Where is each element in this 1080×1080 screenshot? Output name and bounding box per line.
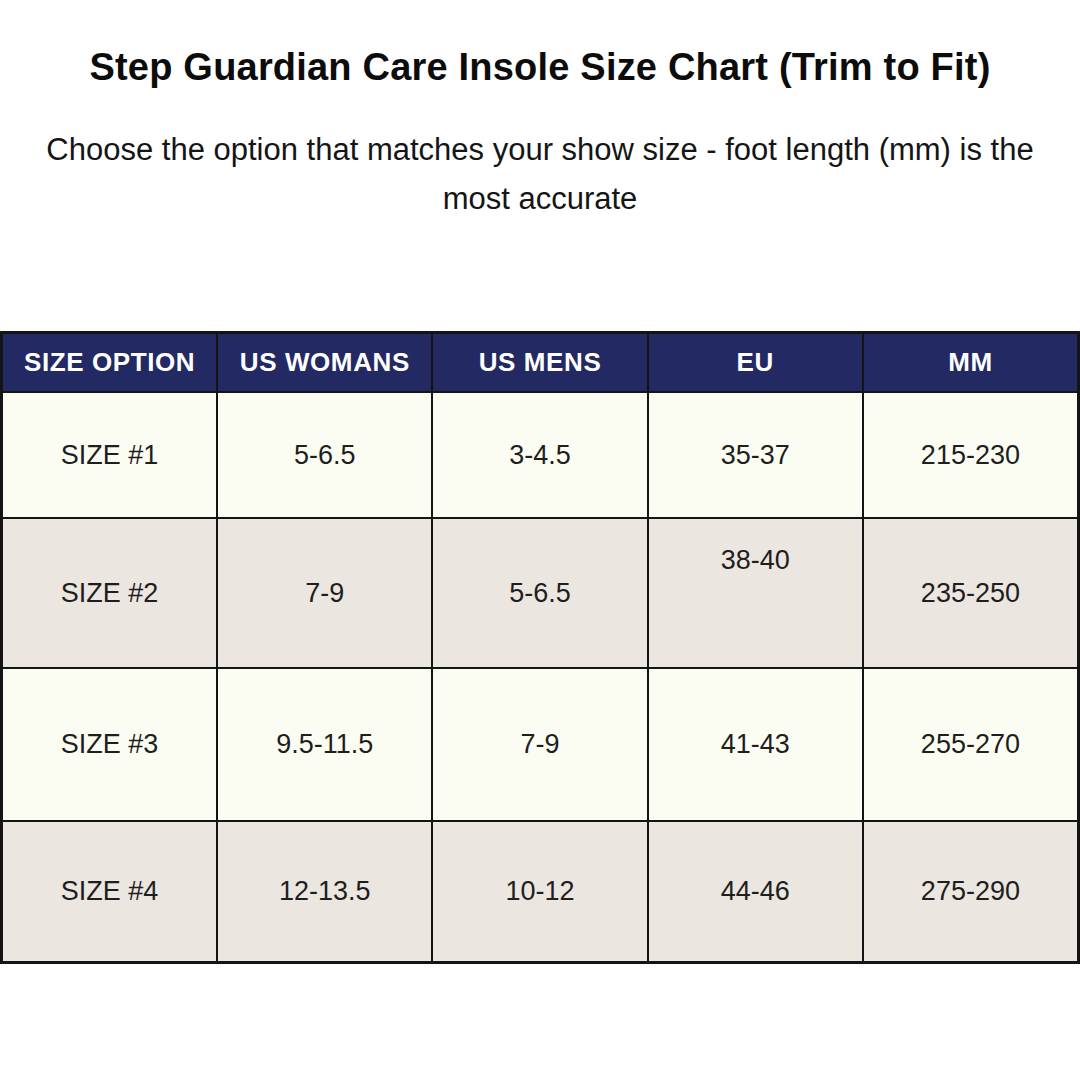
cell-size-option: SIZE #4	[3, 822, 216, 961]
cell-value: 12-13.5	[279, 876, 371, 907]
cell-us-mens: 10-12	[431, 822, 646, 961]
cell-value: 44-46	[721, 876, 790, 907]
cell-us-mens: 7-9	[431, 669, 646, 820]
header-label: US MENS	[479, 347, 602, 378]
cell-us-womans: 7-9	[216, 519, 431, 667]
cell-value: 255-270	[921, 729, 1020, 760]
cell-eu: 44-46	[647, 822, 862, 961]
header-label: EU	[737, 347, 774, 378]
cell-value: 5-6.5	[509, 578, 571, 609]
header-label: SIZE OPTION	[24, 347, 195, 378]
cell-mm: 235-250	[862, 519, 1077, 667]
cell-value: SIZE #3	[61, 729, 159, 760]
header-cell-size-option: SIZE OPTION	[3, 334, 216, 391]
cell-value: 41-43	[721, 729, 790, 760]
cell-value: 7-9	[305, 578, 344, 609]
cell-us-mens: 5-6.5	[431, 519, 646, 667]
header-cell-eu: EU	[647, 334, 862, 391]
header-cell-us-womans: US WOMANS	[216, 334, 431, 391]
cell-us-womans: 12-13.5	[216, 822, 431, 961]
header-label: MM	[948, 347, 993, 378]
cell-mm: 255-270	[862, 669, 1077, 820]
cell-us-mens: 3-4.5	[431, 393, 646, 517]
size-chart-page: Step Guardian Care Insole Size Chart (Tr…	[0, 0, 1080, 1080]
header-cell-mm: MM	[862, 334, 1077, 391]
cell-value: 5-6.5	[294, 440, 356, 471]
cell-mm: 215-230	[862, 393, 1077, 517]
cell-us-womans: 9.5-11.5	[216, 669, 431, 820]
table-header-row: SIZE OPTION US WOMANS US MENS EU MM	[3, 334, 1077, 391]
cell-value: 38-40	[721, 545, 790, 576]
cell-size-option: SIZE #1	[3, 393, 216, 517]
cell-value: 10-12	[505, 876, 574, 907]
cell-eu: 38-40	[647, 519, 862, 667]
table-row-size-3: SIZE #3 9.5-11.5 7-9 41-43 255-270	[3, 667, 1077, 820]
table-row-size-4: SIZE #4 12-13.5 10-12 44-46 275-290	[3, 820, 1077, 961]
size-chart-table: SIZE OPTION US WOMANS US MENS EU MM SIZE…	[0, 331, 1080, 964]
page-title: Step Guardian Care Insole Size Chart (Tr…	[0, 46, 1080, 89]
header-label: US WOMANS	[240, 347, 410, 378]
cell-value: SIZE #4	[61, 876, 159, 907]
table-row-size-2: SIZE #2 7-9 5-6.5 38-40 235-250	[3, 517, 1077, 667]
cell-value: SIZE #2	[61, 578, 159, 609]
cell-eu: 41-43	[647, 669, 862, 820]
header-cell-us-mens: US MENS	[431, 334, 646, 391]
cell-value: 275-290	[921, 876, 1020, 907]
cell-value: 35-37	[721, 440, 790, 471]
cell-value: 9.5-11.5	[276, 729, 373, 760]
cell-value: SIZE #1	[61, 440, 159, 471]
cell-mm: 275-290	[862, 822, 1077, 961]
cell-value: 7-9	[520, 729, 559, 760]
cell-size-option: SIZE #3	[3, 669, 216, 820]
table-row-size-1: SIZE #1 5-6.5 3-4.5 35-37 215-230	[3, 391, 1077, 517]
cell-size-option: SIZE #2	[3, 519, 216, 667]
cell-value: 3-4.5	[509, 440, 571, 471]
cell-eu: 35-37	[647, 393, 862, 517]
cell-value: 235-250	[921, 578, 1020, 609]
page-subtitle: Choose the option that matches your show…	[20, 125, 1060, 223]
cell-value: 215-230	[921, 440, 1020, 471]
cell-us-womans: 5-6.5	[216, 393, 431, 517]
